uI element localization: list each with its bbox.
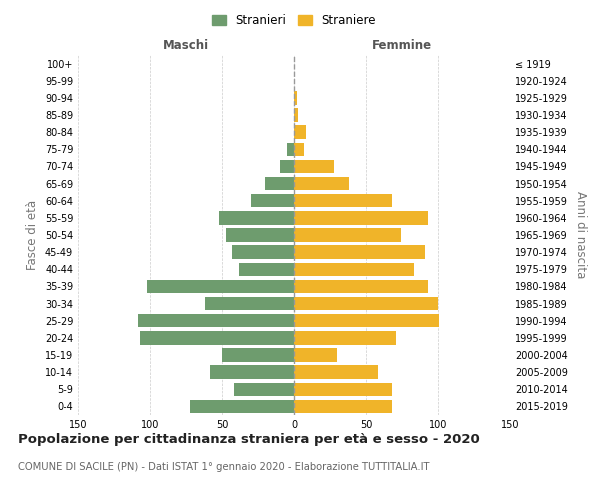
Bar — [294, 177, 349, 190]
Bar — [294, 280, 428, 293]
Bar — [294, 366, 377, 379]
Bar — [294, 194, 392, 207]
Bar — [280, 160, 294, 173]
Y-axis label: Anni di nascita: Anni di nascita — [574, 192, 587, 278]
Text: Maschi: Maschi — [163, 38, 209, 52]
Bar — [294, 331, 396, 344]
Bar — [294, 160, 334, 173]
Bar — [294, 211, 428, 224]
Text: Popolazione per cittadinanza straniera per età e sesso - 2020: Popolazione per cittadinanza straniera p… — [18, 432, 480, 446]
Bar — [294, 142, 304, 156]
Bar — [222, 348, 294, 362]
Bar — [232, 246, 294, 259]
Bar — [294, 400, 392, 413]
Bar — [147, 280, 294, 293]
Bar — [251, 194, 294, 207]
Bar — [226, 228, 294, 241]
Bar — [219, 211, 294, 224]
Bar — [294, 382, 392, 396]
Y-axis label: Fasce di età: Fasce di età — [26, 200, 39, 270]
Bar — [294, 228, 401, 241]
Text: COMUNE DI SACILE (PN) - Dati ISTAT 1° gennaio 2020 - Elaborazione TUTTITALIA.IT: COMUNE DI SACILE (PN) - Dati ISTAT 1° ge… — [18, 462, 430, 472]
Bar — [294, 262, 413, 276]
Text: Femmine: Femmine — [372, 38, 432, 52]
Bar — [233, 382, 294, 396]
Bar — [265, 177, 294, 190]
Bar — [287, 142, 294, 156]
Bar — [190, 400, 294, 413]
Bar — [294, 126, 305, 139]
Bar — [239, 262, 294, 276]
Bar — [139, 314, 294, 328]
Legend: Stranieri, Straniere: Stranieri, Straniere — [208, 10, 380, 30]
Bar — [294, 348, 337, 362]
Bar — [294, 246, 425, 259]
Bar — [294, 108, 298, 122]
Bar — [140, 331, 294, 344]
Bar — [294, 91, 297, 104]
Bar — [205, 297, 294, 310]
Bar — [294, 314, 439, 328]
Bar — [294, 297, 438, 310]
Bar — [211, 366, 294, 379]
